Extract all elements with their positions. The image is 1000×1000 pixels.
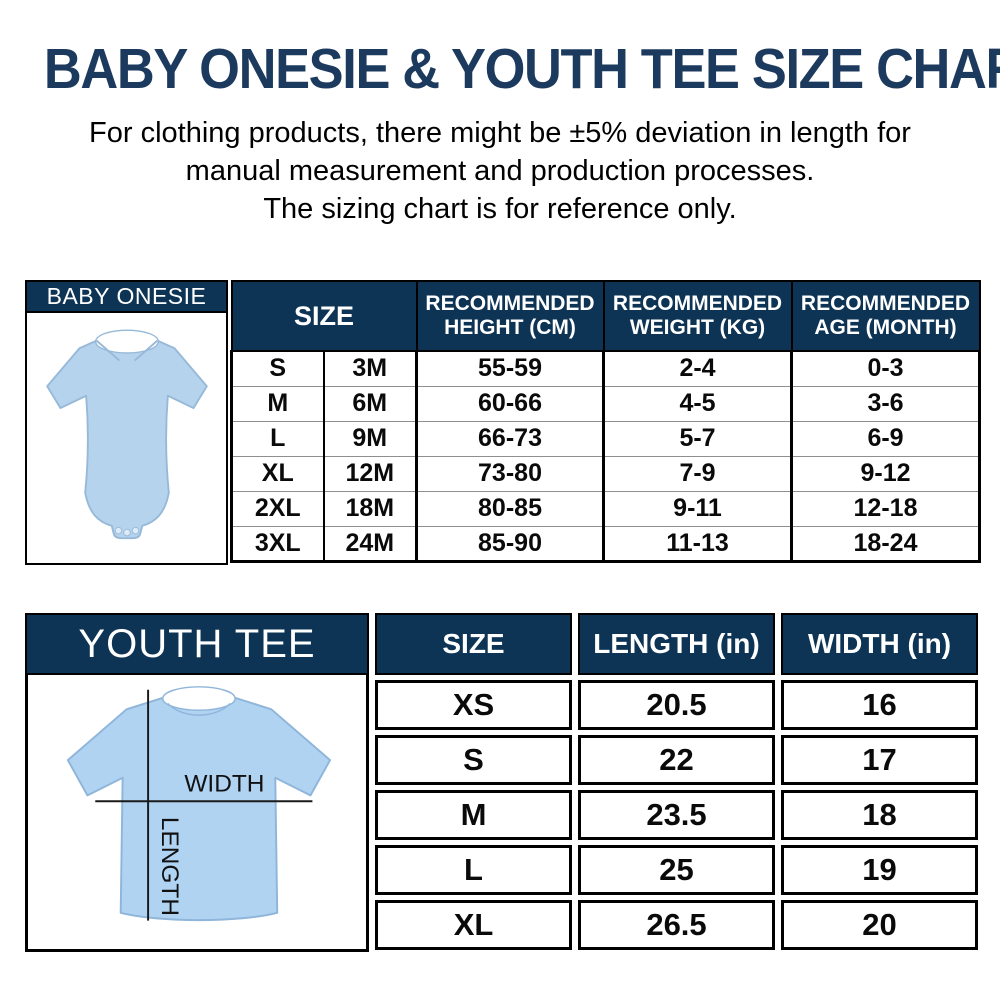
baby-header-height: RECOMMENDED HEIGHT (CM) bbox=[415, 280, 605, 352]
cell-age: 3-6 bbox=[790, 385, 982, 421]
disclaimer-text: For clothing products, there might be ±5… bbox=[0, 114, 1000, 228]
cell-weight: 5-7 bbox=[602, 420, 794, 456]
youth-tee-panel: YOUTH TEE WIDTH LENGTH bbox=[25, 613, 369, 952]
baby-onesie-size-table: SIZE RECOMMENDED HEIGHT (CM) RECOMMENDED… bbox=[230, 280, 982, 563]
cell-weight: 11-13 bbox=[602, 525, 794, 563]
table-row: XL 12M 73-80 7-9 9-12 bbox=[230, 455, 982, 491]
cell-height: 80-85 bbox=[415, 490, 606, 526]
cell-months: 3M bbox=[322, 351, 419, 386]
cell-height: 85-90 bbox=[415, 525, 606, 563]
cell-age: 6-9 bbox=[790, 420, 982, 456]
youth-header-width: WIDTH (in) bbox=[781, 613, 978, 675]
youth-tee-banner: YOUTH TEE bbox=[25, 613, 369, 675]
cell-weight: 7-9 bbox=[602, 455, 794, 491]
cell-months: 12M bbox=[322, 455, 419, 491]
cell-months: 9M bbox=[322, 420, 419, 456]
cell-length: 26.5 bbox=[578, 900, 775, 950]
page-title: BABY ONESIE & YOUTH TEE SIZE CHART bbox=[0, 36, 1000, 102]
cell-height: 66-73 bbox=[415, 420, 606, 456]
cell-size: XL bbox=[230, 455, 325, 491]
table-row: L 9M 66-73 5-7 6-9 bbox=[230, 420, 982, 456]
cell-length: 25 bbox=[578, 845, 775, 895]
youth-header-size: SIZE bbox=[375, 613, 572, 675]
youth-tee-illustration: WIDTH LENGTH bbox=[66, 685, 332, 921]
cell-age: 0-3 bbox=[790, 351, 982, 386]
baby-onesie-panel: BABY ONESIE bbox=[25, 280, 228, 565]
table-row: S 3M 55-59 2-4 0-3 bbox=[230, 351, 982, 386]
cell-size: S bbox=[230, 351, 325, 386]
length-label: LENGTH bbox=[156, 816, 183, 915]
disclaimer-line-3: The sizing chart is for reference only. bbox=[263, 193, 737, 225]
table-row: M 6M 60-66 4-5 3-6 bbox=[230, 385, 982, 421]
cell-size: 2XL bbox=[230, 490, 325, 526]
cell-height: 55-59 bbox=[415, 351, 606, 386]
cell-size: XL bbox=[375, 900, 572, 950]
cell-size: M bbox=[230, 385, 325, 421]
cell-weight: 2-4 bbox=[602, 351, 794, 386]
cell-length: 23.5 bbox=[578, 790, 775, 840]
baby-onesie-image bbox=[25, 313, 228, 565]
youth-header-length: LENGTH (in) bbox=[578, 613, 775, 675]
cell-weight: 9-11 bbox=[602, 490, 794, 526]
baby-header-weight: RECOMMENDED WEIGHT (KG) bbox=[602, 280, 793, 352]
youth-tee-size-table: SIZE LENGTH (in) WIDTH (in) XS 20.5 16 S… bbox=[375, 613, 978, 950]
cell-age: 18-24 bbox=[790, 525, 982, 563]
table-row: 2XL 18M 80-85 9-11 12-18 bbox=[230, 490, 982, 526]
baby-table-header-row: SIZE RECOMMENDED HEIGHT (CM) RECOMMENDED… bbox=[230, 280, 981, 352]
cell-length: 20.5 bbox=[578, 680, 775, 730]
table-row: 3XL 24M 85-90 11-13 18-24 bbox=[230, 525, 982, 563]
cell-size: M bbox=[375, 790, 572, 840]
cell-size: L bbox=[375, 845, 572, 895]
cell-size: S bbox=[375, 735, 572, 785]
cell-age: 12-18 bbox=[790, 490, 982, 526]
baby-header-size: SIZE bbox=[230, 280, 418, 352]
disclaimer-line-2: manual measurement and production proces… bbox=[185, 155, 815, 187]
baby-onesie-banner: BABY ONESIE bbox=[25, 280, 228, 313]
cell-width: 18 bbox=[781, 790, 978, 840]
cell-length: 22 bbox=[578, 735, 775, 785]
baby-header-age: RECOMMENDED AGE (MONTH) bbox=[790, 280, 981, 352]
cell-height: 73-80 bbox=[415, 455, 606, 491]
youth-tee-image: WIDTH LENGTH bbox=[25, 675, 369, 952]
disclaimer-line-1: For clothing products, there might be ±5… bbox=[89, 117, 911, 149]
cell-height: 60-66 bbox=[415, 385, 606, 421]
cell-size: 3XL bbox=[230, 525, 325, 563]
cell-age: 9-12 bbox=[790, 455, 982, 491]
cell-size: XS bbox=[375, 680, 572, 730]
cell-size: L bbox=[230, 420, 325, 456]
cell-months: 18M bbox=[322, 490, 419, 526]
cell-width: 19 bbox=[781, 845, 978, 895]
cell-width: 20 bbox=[781, 900, 978, 950]
cell-weight: 4-5 bbox=[602, 385, 794, 421]
baby-onesie-illustration bbox=[45, 329, 208, 540]
cell-width: 16 bbox=[781, 680, 978, 730]
cell-months: 24M bbox=[322, 525, 419, 563]
width-label: WIDTH bbox=[184, 770, 264, 797]
cell-months: 6M bbox=[322, 385, 419, 421]
page-title-text: BABY ONESIE & YOUTH TEE SIZE CHART bbox=[43, 37, 1000, 101]
cell-width: 17 bbox=[781, 735, 978, 785]
